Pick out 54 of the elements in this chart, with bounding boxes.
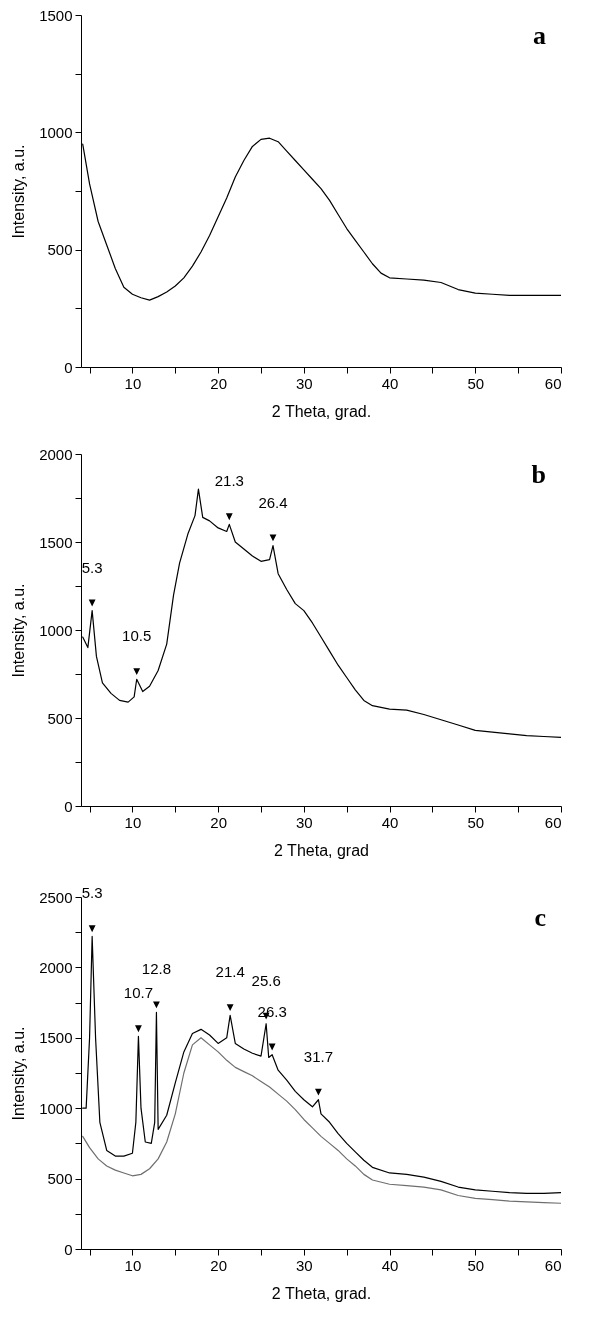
x-tick-label: 60: [544, 374, 562, 392]
y-tick-label: 0: [64, 797, 73, 815]
annotation: 26.3: [257, 1002, 287, 1020]
x-tick-label: 40: [381, 1256, 399, 1274]
x-tick-label: 30: [296, 1256, 313, 1274]
y-tick-label: 0: [64, 1240, 73, 1258]
annotation: 5.3: [81, 884, 103, 902]
y-tick-label: 0: [64, 358, 73, 376]
annotation: 26.4: [258, 493, 288, 511]
x-tick-label: 20: [210, 374, 227, 392]
y-axis-title: Intensity, a.u.: [10, 144, 28, 239]
y-axis-title: Intensity, a.u.: [10, 583, 28, 678]
x-tick-label: 20: [210, 813, 227, 831]
y-tick-label: 2000: [39, 445, 73, 463]
chart-title: c: [534, 903, 546, 932]
annotation: 10.5: [122, 627, 152, 645]
x-tick-label: 40: [381, 374, 399, 392]
y-tick-label: 1000: [39, 123, 73, 141]
annotation: 5.3: [81, 558, 103, 576]
x-axis-title: 2 Theta, grad: [274, 841, 369, 859]
y-tick-label: 1000: [39, 621, 73, 639]
x-tick-label: 30: [296, 374, 313, 392]
annotation: 12.8: [141, 960, 172, 978]
y-tick-label: 2500: [39, 888, 73, 906]
chart-title: b: [531, 460, 546, 489]
x-tick-label: 50: [467, 813, 485, 831]
y-tick-label: 500: [47, 1170, 73, 1188]
line-series: [82, 1037, 561, 1204]
x-axis-title: 2 Theta, grad.: [271, 1284, 372, 1302]
x-tick-label: 50: [467, 1256, 485, 1274]
y-tick-label: 1500: [39, 533, 73, 551]
annotation: 25.6: [251, 971, 281, 989]
x-tick-label: 60: [544, 813, 562, 831]
y-tick-label: 2000: [39, 958, 73, 976]
x-axis-title: 2 Theta, grad.: [271, 402, 372, 420]
x-tick-label: 10: [124, 374, 142, 392]
x-tick-label: 10: [124, 1256, 142, 1274]
annotation: 21.3: [214, 472, 244, 490]
y-tick-label: 1000: [39, 1099, 73, 1117]
y-tick-label: 1500: [39, 1029, 73, 1047]
x-tick-label: 20: [210, 1256, 227, 1274]
y-tick-label: 1500: [39, 6, 73, 24]
annotation: 10.7: [123, 984, 154, 1002]
x-tick-label: 30: [296, 813, 313, 831]
x-tick-label: 50: [467, 374, 485, 392]
x-tick-label: 60: [544, 1256, 562, 1274]
x-tick-label: 40: [381, 813, 399, 831]
y-tick-label: 500: [47, 241, 73, 259]
y-axis-title: Intensity, a.u.: [10, 1026, 28, 1121]
x-tick-label: 10: [124, 813, 142, 831]
y-tick-label: 500: [47, 709, 73, 727]
chart-title: a: [533, 21, 546, 50]
annotation: 21.4: [215, 963, 245, 981]
annotation: 31.7: [303, 1047, 334, 1065]
